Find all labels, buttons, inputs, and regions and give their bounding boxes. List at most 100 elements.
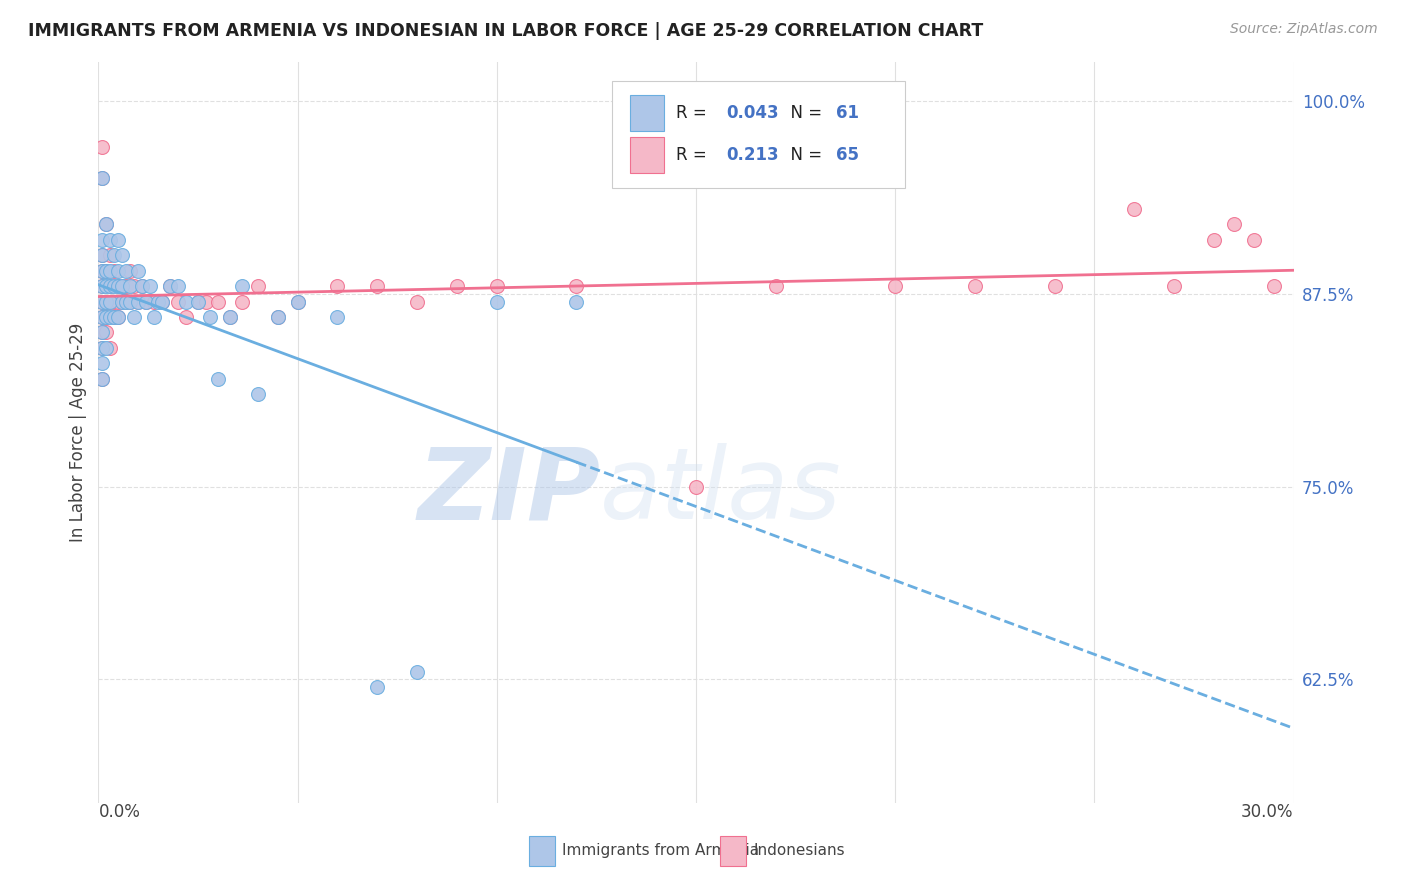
Point bbox=[103, 310, 125, 324]
Point bbox=[91, 294, 114, 309]
Point bbox=[187, 294, 209, 309]
Point bbox=[1223, 218, 1246, 232]
Point bbox=[91, 171, 114, 186]
Point bbox=[103, 248, 125, 262]
Point bbox=[120, 294, 142, 309]
Point bbox=[207, 371, 229, 385]
Point bbox=[91, 310, 114, 324]
Point bbox=[565, 294, 588, 309]
Point bbox=[96, 263, 118, 277]
Bar bbox=[529, 836, 555, 866]
Point bbox=[406, 665, 429, 679]
Point bbox=[120, 263, 142, 277]
Point bbox=[1163, 279, 1185, 293]
Point bbox=[127, 294, 149, 309]
Bar bbox=[720, 836, 747, 866]
Text: 0.213: 0.213 bbox=[725, 146, 779, 164]
Point bbox=[96, 218, 118, 232]
Point bbox=[98, 294, 122, 309]
Point bbox=[195, 294, 218, 309]
Text: N =: N = bbox=[780, 146, 827, 164]
Text: Indonesians: Indonesians bbox=[754, 844, 845, 858]
Point bbox=[150, 294, 173, 309]
Point bbox=[98, 310, 122, 324]
Point bbox=[91, 279, 114, 293]
Point bbox=[96, 310, 118, 324]
Point bbox=[120, 294, 142, 309]
Text: 65: 65 bbox=[835, 146, 859, 164]
Point bbox=[685, 480, 707, 494]
Point bbox=[485, 294, 508, 309]
Point bbox=[267, 310, 290, 324]
Point bbox=[107, 279, 129, 293]
Point bbox=[135, 294, 157, 309]
Point bbox=[91, 341, 114, 355]
Point bbox=[91, 341, 114, 355]
Point bbox=[103, 279, 125, 293]
Point bbox=[91, 140, 114, 154]
Point bbox=[143, 294, 166, 309]
Point bbox=[219, 310, 242, 324]
Point bbox=[1123, 202, 1146, 216]
Point bbox=[91, 326, 114, 340]
Bar bbox=[630, 137, 664, 173]
Text: ZIP: ZIP bbox=[418, 443, 600, 541]
Point bbox=[98, 294, 122, 309]
Text: N =: N = bbox=[780, 103, 827, 122]
Text: R =: R = bbox=[676, 103, 711, 122]
Point bbox=[96, 218, 118, 232]
Point bbox=[107, 310, 129, 324]
Point bbox=[287, 294, 309, 309]
Point bbox=[267, 310, 290, 324]
Point bbox=[107, 294, 129, 309]
Point bbox=[91, 171, 114, 186]
Point bbox=[91, 294, 114, 309]
Point bbox=[143, 310, 166, 324]
Point bbox=[115, 279, 138, 293]
Point bbox=[91, 233, 114, 247]
Point bbox=[366, 680, 388, 694]
Point bbox=[139, 279, 162, 293]
Point bbox=[98, 341, 122, 355]
Point bbox=[91, 326, 114, 340]
Point bbox=[96, 263, 118, 277]
Point bbox=[111, 294, 134, 309]
Point bbox=[159, 279, 181, 293]
Point bbox=[107, 263, 129, 277]
Point bbox=[884, 279, 907, 293]
Point bbox=[120, 279, 142, 293]
Bar bbox=[630, 95, 664, 130]
Point bbox=[115, 294, 138, 309]
Point bbox=[91, 263, 114, 277]
Point bbox=[91, 371, 114, 385]
Point bbox=[150, 294, 173, 309]
Point bbox=[246, 387, 269, 401]
Point bbox=[167, 279, 190, 293]
Point bbox=[96, 279, 118, 293]
Point bbox=[167, 294, 190, 309]
Point bbox=[124, 310, 146, 324]
Point bbox=[326, 310, 349, 324]
Point bbox=[231, 294, 253, 309]
Point bbox=[111, 279, 134, 293]
Point bbox=[446, 279, 468, 293]
Text: 0.0%: 0.0% bbox=[98, 803, 141, 821]
Point bbox=[124, 279, 146, 293]
Text: atlas: atlas bbox=[600, 443, 842, 541]
Point bbox=[91, 371, 114, 385]
Point bbox=[91, 310, 114, 324]
Text: 61: 61 bbox=[835, 103, 859, 122]
Point bbox=[96, 341, 118, 355]
Point bbox=[127, 294, 149, 309]
Text: R =: R = bbox=[676, 146, 711, 164]
Point bbox=[96, 294, 118, 309]
Point bbox=[198, 310, 221, 324]
Point bbox=[326, 279, 349, 293]
Point bbox=[406, 294, 429, 309]
Point bbox=[207, 294, 229, 309]
Point bbox=[107, 279, 129, 293]
Point bbox=[103, 310, 125, 324]
Text: IMMIGRANTS FROM ARMENIA VS INDONESIAN IN LABOR FORCE | AGE 25-29 CORRELATION CHA: IMMIGRANTS FROM ARMENIA VS INDONESIAN IN… bbox=[28, 22, 983, 40]
Text: 0.043: 0.043 bbox=[725, 103, 779, 122]
Point bbox=[107, 310, 129, 324]
